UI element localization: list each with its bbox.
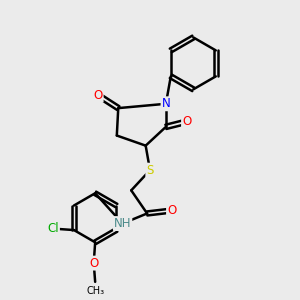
Text: Cl: Cl — [47, 222, 59, 235]
Text: O: O — [93, 88, 103, 102]
Text: O: O — [89, 256, 98, 270]
Text: NH: NH — [114, 217, 131, 230]
Text: S: S — [146, 164, 154, 177]
Text: CH₃: CH₃ — [86, 286, 104, 296]
Text: O: O — [167, 204, 176, 217]
Text: N: N — [161, 97, 170, 110]
Text: O: O — [182, 115, 191, 128]
